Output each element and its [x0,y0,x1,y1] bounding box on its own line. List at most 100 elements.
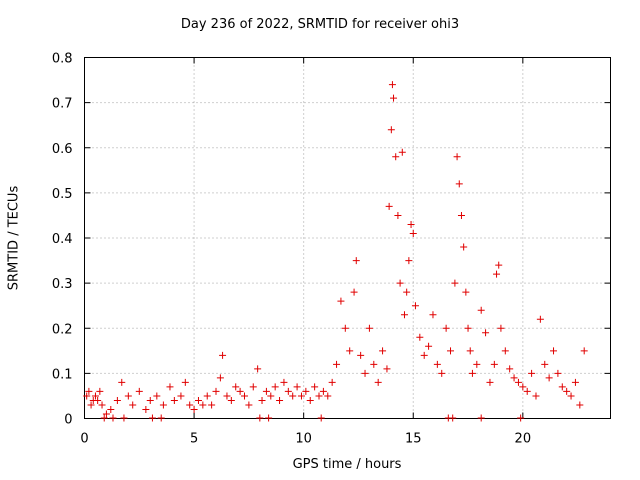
y-tick-label: 0.8 [52,52,73,67]
data-point [333,360,341,368]
data-point [87,401,95,409]
data-point [352,257,360,265]
data-point [477,414,485,422]
data-point [109,414,117,422]
data-point [545,374,553,382]
data-point [385,202,393,210]
data-point [528,369,536,377]
data-point [468,369,476,377]
x-tick-label: 20 [515,432,532,447]
data-point [477,306,485,314]
data-point [284,387,292,395]
data-point [405,257,413,265]
data-point [473,360,481,368]
chart-title: Day 236 of 2022, SRMTID for receiver ohi… [180,17,460,32]
data-point [166,383,174,391]
data-points [83,81,588,422]
data-point [232,383,240,391]
data-point [254,365,262,373]
data-point [420,351,428,359]
data-point [447,347,455,355]
y-tick-label: 0.3 [52,277,73,292]
data-point [457,211,465,219]
data-point [194,396,202,404]
data-point [208,401,216,409]
data-point [186,401,194,409]
data-point [486,378,494,386]
data-point [280,378,288,386]
data-point [148,414,156,422]
data-point [306,396,314,404]
data-point [276,396,284,404]
data-point [392,153,400,161]
data-point [517,414,525,422]
x-tick-label: 5 [190,432,198,447]
data-point [416,333,424,341]
data-point [120,414,128,422]
axis-ticks: 0 5 10 15 20 0 0.1 0.2 0.3 0.4 0.5 0.6 0.7 0.8 [52,52,611,447]
data-point [394,211,402,219]
data-point [361,369,369,377]
data-point [400,311,408,319]
data-point [199,401,207,409]
data-point [490,360,498,368]
data-point [190,405,198,413]
data-point [357,351,365,359]
y-tick-label: 0.6 [52,142,73,157]
data-point [497,324,505,332]
data-point [374,378,382,386]
data-point [118,378,126,386]
data-point [571,378,579,386]
y-axis-label: SRMTID / TECUs [6,185,22,291]
data-point [396,279,404,287]
data-point [460,243,468,251]
data-point [370,360,378,368]
data-point [245,401,253,409]
data-point [256,414,264,422]
data-point [346,347,354,355]
data-point [453,153,461,161]
data-point [580,347,588,355]
data-point [91,392,99,400]
data-point [433,360,441,368]
data-point [289,392,297,400]
y-tick-label: 0.1 [52,367,73,382]
data-point [403,288,411,296]
x-tick-label: 0 [80,432,88,447]
data-point [159,401,167,409]
data-point [271,383,279,391]
data-point [383,365,391,373]
data-point [506,365,514,373]
data-point [409,229,417,237]
data-point [462,288,470,296]
data-point [98,401,106,409]
data-point [203,392,211,400]
data-point [157,414,165,422]
data-point [493,270,501,278]
data-point [135,387,143,395]
data-point [576,401,584,409]
data-point [350,288,358,296]
data-point [113,396,121,404]
data-point [532,392,540,400]
data-point [96,387,104,395]
y-tick-label: 0 [64,413,72,428]
data-point [177,392,185,400]
x-axis-label: GPS time / hours [292,457,402,472]
data-point [495,261,503,269]
data-point [482,329,490,337]
data-point [451,279,459,287]
data-point [170,396,178,404]
data-point [425,342,433,350]
y-tick-label: 0.5 [52,187,73,202]
data-point [311,383,319,391]
data-point [223,392,231,400]
data-point [302,387,310,395]
data-point [94,396,102,404]
data-point [102,410,110,418]
data-point [523,387,531,395]
data-point [219,351,227,359]
data-point [429,311,437,319]
data-point [142,405,150,413]
data-point [267,392,275,400]
